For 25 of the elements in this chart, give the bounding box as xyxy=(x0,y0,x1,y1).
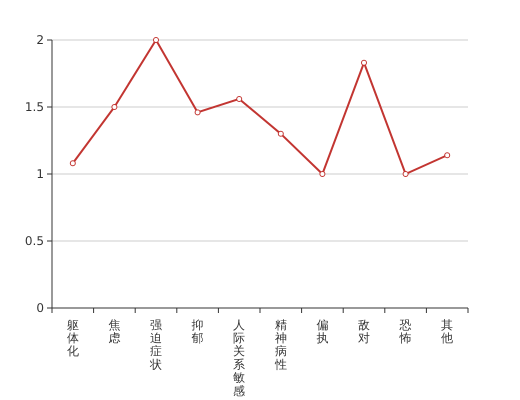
y-tick-label: 1 xyxy=(36,167,44,182)
y-tick-label: 1.5 xyxy=(24,100,44,114)
x-tick-label: 精神病性 xyxy=(274,318,287,372)
y-tick-label: 2 xyxy=(36,33,44,48)
point xyxy=(194,109,201,116)
point xyxy=(444,152,450,158)
point xyxy=(402,171,409,177)
y-tick-label: 0.5 xyxy=(24,234,44,248)
point xyxy=(236,96,242,102)
x-tick-label: 人际关系敏感 xyxy=(233,318,246,398)
point xyxy=(278,130,284,137)
x-tick-label: 强迫症状 xyxy=(149,318,162,372)
x-tick-label: 偏执 xyxy=(316,318,328,345)
point xyxy=(70,160,76,166)
point xyxy=(111,104,118,110)
x-tick-label: 恐怖 xyxy=(398,318,412,345)
x-tick-label: 敌对 xyxy=(358,318,370,345)
point xyxy=(319,171,326,177)
x-tick-label: 焦虑 xyxy=(108,318,120,345)
x-tick-label: 躯体化 xyxy=(66,318,79,358)
point xyxy=(153,37,159,43)
y-tick-label: 0 xyxy=(36,301,44,316)
point xyxy=(361,60,367,66)
x-tick-label: 其他 xyxy=(441,318,454,345)
x-tick-label: 抑郁 xyxy=(192,318,204,345)
